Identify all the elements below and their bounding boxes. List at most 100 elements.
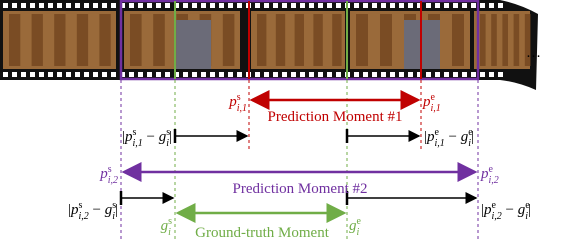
label-part: s [132,127,136,138]
perforation [381,72,386,77]
perforation [282,72,287,77]
perforation [165,72,170,77]
label-part: e [431,92,436,103]
label-part: s [78,200,82,211]
perforation [210,3,215,8]
frame-detail [276,14,285,66]
perforation [75,72,80,77]
perforation [237,3,242,8]
perforation [3,72,8,77]
label-part: i,2 [492,211,502,222]
perforation [399,72,404,77]
perforation [372,72,377,77]
perforation [183,72,188,77]
perforation [480,3,485,8]
frame-detail [356,14,368,66]
perforation [471,72,476,77]
perforation [12,72,17,77]
perforation [318,3,323,8]
label-part: Prediction Moment #2 [233,181,368,197]
perforation [255,3,260,8]
frame-detail [491,14,497,66]
label-part: − [502,202,518,218]
label-part: Ground-truth Moment [195,225,330,241]
perforation [291,72,296,77]
perforation [444,3,449,8]
perforation [111,72,116,77]
perforation [102,72,107,77]
perforation [327,72,332,77]
label-part: i,2 [78,211,88,222]
label-part: e [489,164,494,175]
label: … [526,45,541,61]
perforation [3,3,8,8]
perforation [273,3,278,8]
label-part: s [108,164,112,175]
perforation [66,3,71,8]
perforation [93,3,98,8]
frame-detail [9,14,20,66]
perforation [138,72,143,77]
label-part: − [89,202,105,218]
label: psi,1 [228,92,247,114]
perforation [336,72,341,77]
perforation [228,72,233,77]
perforation [66,72,71,77]
perforation [21,72,26,77]
perforation [57,72,62,77]
perforation [75,3,80,8]
label: pei,2 [480,164,499,186]
frame-detail [257,14,266,66]
person [176,20,211,69]
frame-detail [54,14,65,66]
perforation [444,72,449,77]
film-strip [0,0,538,90]
perforation [21,3,26,8]
perforation [291,3,296,8]
label-part: e [492,200,497,211]
perforation [435,72,440,77]
perforation [498,72,503,77]
label-part: i,1 [132,138,142,149]
perforation [192,3,197,8]
perforation [408,3,413,8]
label-part: i,2 [489,175,499,186]
perforation [255,72,260,77]
frame-detail [99,14,110,66]
perforation [300,72,305,77]
perforation [147,3,152,8]
perforation [300,3,305,8]
perforation [372,3,377,8]
frame-detail [130,14,142,66]
perforation [390,3,395,8]
perforation [273,72,278,77]
label-part: i [357,227,360,238]
perforation [462,3,467,8]
perforation [219,72,224,77]
perforation [201,72,206,77]
label-part: Prediction Moment #1 [268,109,403,125]
label-part: | [471,129,474,145]
label-part: i,1 [237,103,247,114]
perforation [426,3,431,8]
label-part: i [168,227,171,238]
label-part: … [526,45,541,61]
perforation [354,3,359,8]
label: Ground-truth Moment [195,225,330,241]
perforation [237,72,242,77]
perforation [426,72,431,77]
frame-detail [502,14,508,66]
label-part: i,1 [431,103,441,114]
label-part: | [115,202,118,218]
frame-detail [480,14,486,66]
perforation [30,3,35,8]
perforation [309,3,314,8]
perforation [453,3,458,8]
perforation [318,72,323,77]
perforation [183,3,188,8]
label-part: − [143,129,159,145]
frame-detail [223,14,235,66]
perforation [354,72,359,77]
frame-detail [295,14,304,66]
